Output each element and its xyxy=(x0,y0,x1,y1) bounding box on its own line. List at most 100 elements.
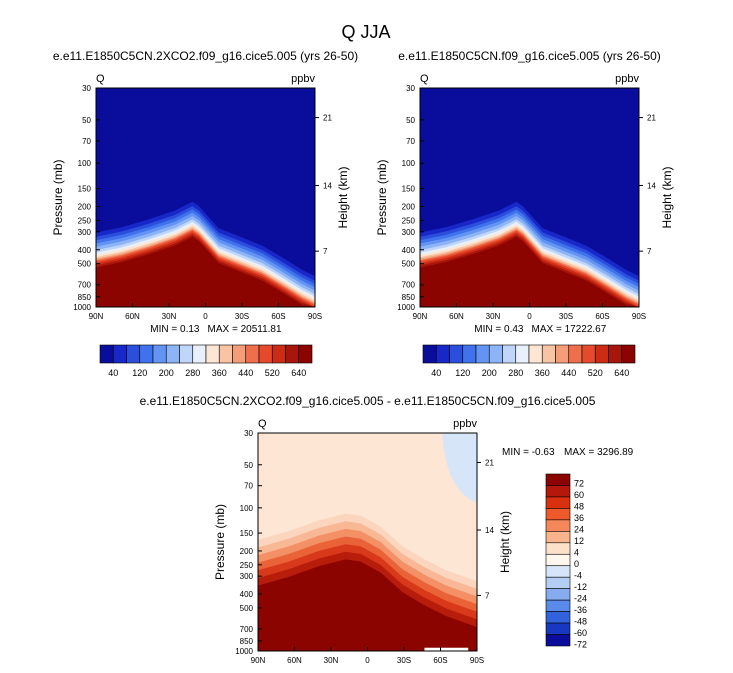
colorbar-swatch xyxy=(568,344,583,364)
colorbar-label: 36 xyxy=(574,513,584,523)
x-tick-label: 30N xyxy=(324,656,339,665)
colorbar-label: 4 xyxy=(574,548,579,558)
y-tick-label: 100 xyxy=(78,159,92,168)
y-tick-label: 250 xyxy=(240,561,254,570)
y-tick-label: 200 xyxy=(78,202,92,211)
variable-label: Q xyxy=(420,73,429,85)
y-tick-label: 400 xyxy=(78,246,92,255)
colorbar-label: 280 xyxy=(185,368,200,378)
x-tick-label: 60N xyxy=(449,312,464,321)
colorbar-label: 48 xyxy=(574,502,584,512)
field-lower xyxy=(96,236,315,307)
colorbar-label: 640 xyxy=(614,368,629,378)
colorbar-label: 120 xyxy=(455,368,470,378)
colorbar-label: 120 xyxy=(132,368,147,378)
min-label: MIN = 0.13 xyxy=(150,324,200,335)
y2-tick-label: 7 xyxy=(485,591,490,600)
y-axis-label: Pressure (mb) xyxy=(375,159,389,235)
x-tick-label: 90N xyxy=(413,312,428,321)
y-tick-label: 850 xyxy=(240,637,254,646)
y2-tick-label: 7 xyxy=(647,247,652,256)
colorbar-swatch xyxy=(298,344,313,364)
y-tick-label: 100 xyxy=(240,504,254,513)
y2-tick-label: 21 xyxy=(485,458,494,467)
colorbar-swatch xyxy=(545,634,571,647)
y2-tick-label: 14 xyxy=(647,181,656,190)
colorbar-swatch xyxy=(112,344,127,364)
chart-panel-3: e.e11.E1850C5CN.2XCO2.f09_g16.cice5.005 … xyxy=(140,394,634,665)
y-tick-label: 70 xyxy=(82,137,91,146)
x-tick-label: 90N xyxy=(89,312,104,321)
colorbar-label: -4 xyxy=(574,570,582,580)
x-tick-label: 60S xyxy=(271,312,285,321)
y-tick-label: 1000 xyxy=(235,647,253,656)
chart-panel-2: e.e11.E1850C5CN.f09_g16.cice5.005 (yrs 2… xyxy=(375,49,674,378)
x-tick-label: 0 xyxy=(203,312,208,321)
colorbar-swatch xyxy=(594,344,609,364)
colorbar-swatch xyxy=(126,344,141,364)
y-tick-label: 100 xyxy=(402,159,416,168)
colorbar-swatch xyxy=(545,531,571,544)
min-label: MIN = -0.63 xyxy=(502,447,555,458)
colorbar-label: -60 xyxy=(574,628,587,638)
x-tick-label: 30S xyxy=(235,312,249,321)
colorbar-swatch xyxy=(608,344,623,364)
colorbar-swatch xyxy=(581,344,596,364)
colorbar-swatch xyxy=(285,344,300,364)
colorbar-swatch xyxy=(462,344,477,364)
colorbar-swatch xyxy=(245,344,260,364)
colorbar-swatch xyxy=(545,473,571,486)
units-label: ppbv xyxy=(291,73,315,85)
x-tick-label: 0 xyxy=(527,312,532,321)
colorbar-label: 520 xyxy=(265,368,280,378)
colorbar-swatch xyxy=(545,485,571,498)
y-tick-label: 400 xyxy=(240,590,254,599)
colorbar-swatch xyxy=(502,344,517,364)
y-tick-label: 50 xyxy=(406,116,415,125)
colorbar-swatch xyxy=(545,622,571,635)
panel-title: e.e11.E1850C5CN.2XCO2.f09_g16.cice5.005 … xyxy=(140,394,596,408)
colorbar-swatch xyxy=(545,496,571,509)
colorbar-swatch xyxy=(165,344,180,364)
colorbar-swatch xyxy=(545,542,571,555)
field-lower xyxy=(420,236,639,307)
colorbar: 40 120 200 280 360 440 520 640 xyxy=(422,344,636,378)
colorbar-swatch xyxy=(555,344,570,364)
colorbar-label: -72 xyxy=(574,639,587,649)
colorbar-swatch xyxy=(545,508,571,521)
colorbar-swatch xyxy=(218,344,233,364)
y2-tick-label: 7 xyxy=(323,247,328,256)
colorbar-swatch xyxy=(541,344,556,364)
colorbar-label: 440 xyxy=(238,368,253,378)
y-tick-label: 500 xyxy=(240,604,254,613)
field-layers xyxy=(420,88,639,307)
y2-tick-label: 14 xyxy=(323,181,332,190)
colorbar-label: 12 xyxy=(574,536,584,546)
y-axis-label: Pressure (mb) xyxy=(213,504,227,580)
figure-title: Q JJA xyxy=(341,22,390,42)
y-axis-label: Pressure (mb) xyxy=(51,159,65,235)
colorbar-label: 40 xyxy=(108,368,118,378)
y-tick-label: 200 xyxy=(240,547,254,556)
y-tick-label: 700 xyxy=(78,281,92,290)
colorbar-swatch xyxy=(449,344,464,364)
colorbar-swatch xyxy=(488,344,503,364)
colorbar-label: 280 xyxy=(508,368,523,378)
colorbar-swatch xyxy=(545,565,571,578)
colorbar-swatch xyxy=(435,344,450,364)
panel-title: e.e11.E1850C5CN.2XCO2.f09_g16.cice5.005 … xyxy=(53,49,358,63)
y-tick-label: 400 xyxy=(402,246,416,255)
y-tick-label: 700 xyxy=(240,625,254,634)
y2-tick-label: 14 xyxy=(485,526,494,535)
y-tick-label: 50 xyxy=(244,461,253,470)
x-tick-label: 60S xyxy=(595,312,609,321)
y-tick-label: 500 xyxy=(402,260,416,269)
y-tick-label: 300 xyxy=(240,572,254,581)
y-tick-label: 300 xyxy=(78,228,92,237)
colorbar-label: -12 xyxy=(574,582,587,592)
colorbar-swatch xyxy=(528,344,543,364)
y2-axis-label: Height (km) xyxy=(660,166,674,228)
y-tick-label: 150 xyxy=(240,529,254,538)
y-tick-label: 850 xyxy=(78,293,92,302)
field-missing xyxy=(424,647,469,651)
